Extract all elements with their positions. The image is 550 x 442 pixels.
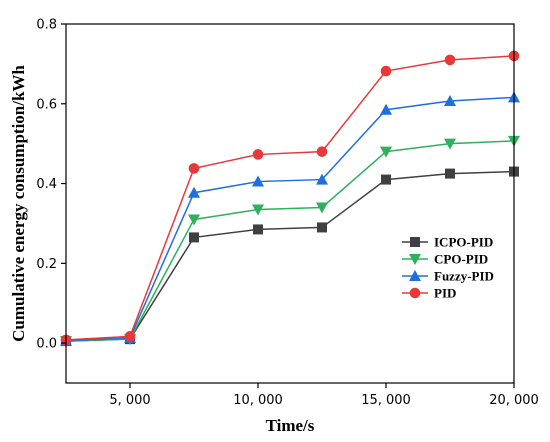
series-line-fuzzy-pid: [65, 96, 515, 342]
data-point-cpo-pid: [188, 214, 200, 226]
legend: ICPO-PID CPO-PID Fuzzy-PID PID: [402, 235, 494, 301]
y-tick-label: 0.6: [36, 97, 57, 112]
legend-label: Fuzzy-PID: [434, 269, 494, 284]
y-axis-label: Cumulative energy consumption/kWh: [9, 65, 28, 342]
data-point-icpo-pid: [253, 224, 263, 235]
data-point-pid: [188, 163, 200, 174]
data-point-fuzzy-pid: [380, 103, 392, 115]
data-point-icpo-pid: [317, 222, 327, 233]
data-point-pid: [124, 331, 136, 342]
y-tick-label: 0.0: [36, 337, 57, 352]
series-fuzzy-pid: [60, 91, 520, 346]
legend-marker: [409, 254, 421, 265]
data-point-cpo-pid: [316, 202, 328, 214]
data-point-fuzzy-pid: [252, 175, 264, 187]
legend-item-fuzzy-pid: Fuzzy-PID: [402, 269, 494, 284]
legend-item-icpo-pid: ICPO-PID: [402, 235, 493, 250]
data-point-fuzzy-pid: [188, 186, 200, 198]
data-point-cpo-pid: [252, 204, 264, 216]
data-point-fuzzy-pid: [316, 173, 328, 185]
legend-label: CPO-PID: [434, 252, 488, 267]
legend-marker: [409, 270, 421, 281]
y-tick-label: 0.2: [36, 257, 57, 272]
legend-item-cpo-pid: CPO-PID: [402, 252, 488, 267]
data-point-cpo-pid: [444, 138, 456, 150]
data-point-pid: [252, 149, 264, 160]
y-tick-label: 0.4: [36, 177, 57, 192]
x-tick-label: 10, 000: [233, 393, 283, 408]
y-tick-label: 0.8: [36, 18, 57, 33]
data-point-cpo-pid: [380, 146, 392, 158]
data-point-pid: [444, 54, 456, 66]
x-tick-label: 15, 000: [361, 393, 411, 408]
x-axis-label: Time/s: [266, 416, 315, 435]
plot-frame: [65, 23, 515, 384]
legend-item-pid: PID: [402, 286, 456, 301]
data-point-icpo-pid: [445, 168, 455, 179]
legend-marker: [409, 287, 421, 299]
series-line-icpo-pid: [65, 170, 515, 342]
legend-marker: [410, 237, 420, 247]
x-tick-label: 20, 000: [489, 393, 539, 408]
data-point-icpo-pid: [381, 174, 391, 185]
legend-label: PID: [434, 286, 456, 301]
data-point-icpo-pid: [189, 232, 199, 243]
series-line-pid: [65, 55, 515, 341]
series-pid: [60, 50, 520, 346]
data-point-pid: [380, 65, 392, 77]
x-tick-label: 5, 000: [109, 393, 150, 408]
legend-label: ICPO-PID: [434, 235, 493, 250]
data-point-fuzzy-pid: [444, 94, 456, 106]
data-point-pid: [316, 146, 328, 157]
series-line-cpo-pid: [65, 140, 515, 342]
